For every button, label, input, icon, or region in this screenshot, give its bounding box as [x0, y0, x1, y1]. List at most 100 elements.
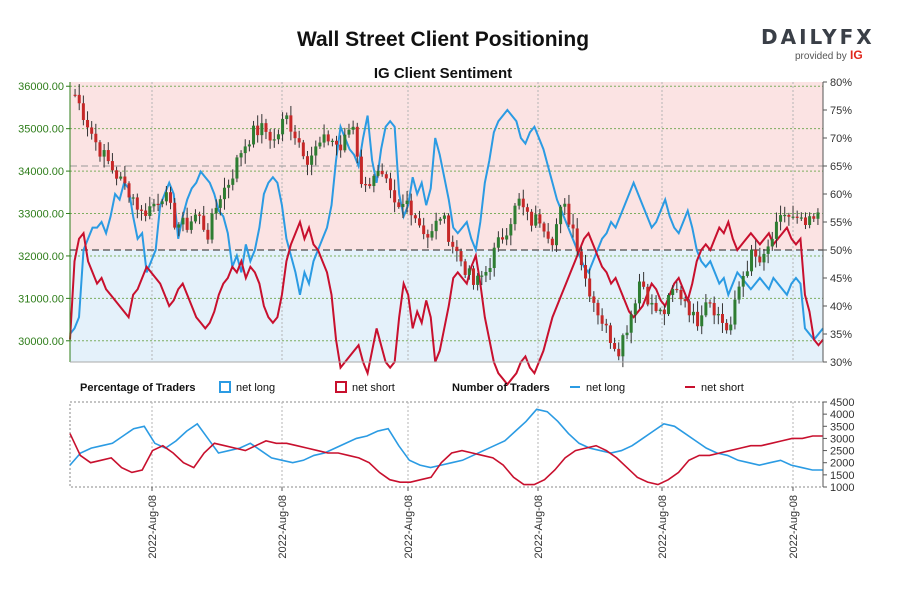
sentiment-lines	[69, 108, 824, 386]
legend-percentage-header: Percentage of Traders	[80, 382, 196, 394]
line-net-short-count	[69, 433, 823, 486]
candle-body	[214, 207, 218, 214]
candle-body	[206, 229, 210, 240]
candle-body	[667, 295, 671, 315]
candle-body	[131, 197, 135, 199]
candle-body	[355, 126, 359, 157]
candle-body	[571, 224, 575, 229]
candle-body	[683, 299, 687, 302]
candle-body	[696, 311, 700, 327]
candle-body	[422, 225, 426, 235]
candle-body	[687, 301, 691, 316]
candle-body	[393, 190, 397, 203]
candle-body	[733, 299, 737, 325]
candle-body	[795, 216, 799, 218]
candle-body	[376, 170, 380, 176]
candle-body	[193, 214, 197, 222]
candle-body	[799, 217, 803, 219]
right-percent-ticks: 80% 75% 70% 65% 60% 55% 50% 45% 40% 35% 30%	[823, 77, 852, 369]
x-tick-label: 2022-Aug-08	[657, 495, 669, 559]
candle-body	[281, 119, 285, 135]
candle-body	[438, 218, 442, 221]
candle-body	[380, 170, 384, 175]
candle-body	[160, 201, 164, 205]
legend: Percentage of Traders net long net short…	[80, 381, 744, 394]
candle-body	[388, 178, 392, 191]
candle-body	[310, 155, 314, 165]
candle-body	[629, 314, 633, 333]
candle-body	[405, 200, 409, 205]
legend-num-short-label: net short	[701, 382, 744, 394]
candle-body	[339, 144, 343, 151]
candle-body	[725, 322, 729, 331]
legend-num-long-label: net long	[586, 382, 625, 394]
candle-body	[712, 302, 716, 316]
candle-body	[563, 203, 567, 207]
candle-body	[434, 220, 438, 232]
candle-body	[231, 178, 235, 185]
lower-tick-label: 1000	[830, 482, 854, 494]
line-net-short-pct	[69, 218, 824, 386]
candle-body	[554, 224, 558, 246]
candle-body	[691, 311, 695, 316]
candle-body	[210, 213, 214, 240]
candle-body	[94, 133, 98, 143]
candle-body	[442, 215, 446, 219]
brand-sub: provided by	[795, 51, 847, 62]
candle-body	[496, 237, 500, 248]
candle-body	[575, 228, 579, 252]
candle-body	[397, 202, 401, 208]
candle-body	[513, 205, 517, 225]
left-tick-label: 34000.00	[18, 166, 64, 178]
candle-body	[617, 348, 621, 357]
candle-body	[426, 234, 430, 238]
candle-body	[517, 198, 521, 206]
candle-body	[90, 127, 94, 134]
brand-text: DAILYFX	[761, 25, 875, 49]
candle-body	[592, 296, 596, 303]
lower-tick-label: 2000	[830, 458, 854, 470]
candle-body	[770, 238, 774, 247]
right-tick-label: 75%	[830, 105, 852, 117]
candle-body	[588, 278, 592, 297]
candle-body	[762, 253, 766, 263]
candle-body	[447, 215, 451, 242]
candle-body	[409, 200, 413, 216]
candle-body	[812, 216, 816, 219]
candle-body	[173, 202, 177, 228]
candle-body	[567, 203, 571, 225]
candle-body	[608, 325, 612, 343]
candle-body	[459, 251, 463, 262]
line-net-long-pct	[69, 108, 824, 342]
candle-body	[704, 302, 708, 316]
candle-body	[256, 125, 260, 136]
candle-body	[455, 246, 459, 252]
price-candles	[73, 84, 820, 368]
legend-pct-short-label: net short	[352, 382, 395, 394]
candle-body	[169, 192, 173, 203]
legend-pct-short-swatch	[335, 381, 347, 393]
candle-body	[368, 184, 372, 187]
right-tick-label: 65%	[830, 161, 852, 173]
candle-body	[766, 246, 770, 254]
lower-grid	[69, 401, 824, 488]
candle-body	[139, 209, 143, 211]
candle-body	[314, 146, 318, 156]
candle-body	[127, 183, 131, 198]
dailyfx-logo: DAILYFX provided by IG	[761, 25, 875, 62]
candle-body	[135, 197, 139, 210]
candle-body	[654, 302, 658, 312]
candle-body	[741, 275, 745, 287]
lower-tick-label: 3500	[830, 421, 854, 433]
panel-subtitle: IG Client Sentiment	[374, 65, 512, 82]
chart-title: Wall Street Client Positioning	[297, 28, 589, 51]
candle-body	[604, 323, 608, 326]
legend-pct-long-swatch	[219, 381, 231, 393]
candle-body	[264, 123, 268, 132]
left-tick-label: 30000.00	[18, 336, 64, 348]
candle-body	[637, 281, 641, 304]
candle-body	[144, 210, 148, 216]
candle-body	[401, 204, 405, 208]
candle-body	[646, 286, 650, 305]
candle-body	[787, 214, 791, 217]
